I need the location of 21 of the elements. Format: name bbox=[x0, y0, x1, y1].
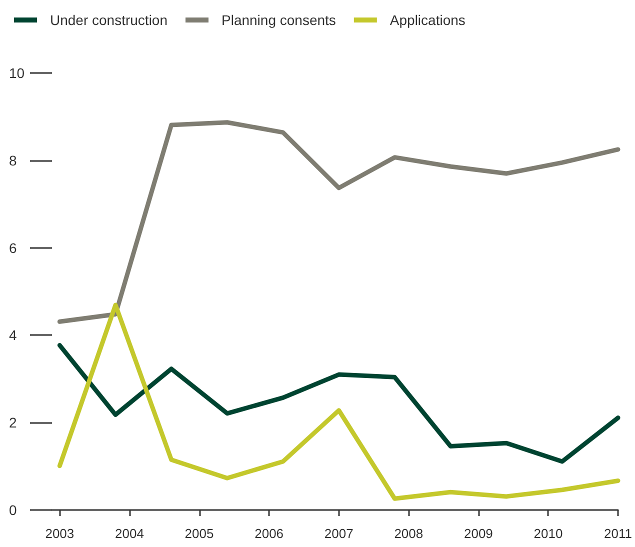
legend-label: Under construction bbox=[50, 12, 168, 28]
y-tick-label: 2 bbox=[9, 414, 17, 431]
x-tick-label: 2004 bbox=[115, 526, 144, 541]
x-tick-label: 2009 bbox=[464, 526, 493, 541]
line-series bbox=[57, 302, 620, 501]
x-tick-label: 2007 bbox=[324, 526, 354, 541]
y-tick-label: 4 bbox=[9, 327, 17, 344]
y-tick-label: 0 bbox=[9, 502, 17, 518]
legend-label: Applications bbox=[390, 12, 466, 28]
x-tick-label: 2008 bbox=[394, 526, 424, 541]
x-tick-label: 2006 bbox=[254, 526, 284, 541]
x-tick-label: 2003 bbox=[45, 526, 74, 541]
y-tick-label: 6 bbox=[9, 240, 17, 256]
legend-label: Planning consents bbox=[222, 12, 336, 28]
line-series bbox=[57, 343, 620, 464]
y-tick-label: 8 bbox=[9, 152, 17, 168]
x-tick-label: 2011 bbox=[604, 526, 632, 541]
x-tick-label: 2010 bbox=[534, 526, 563, 541]
y-tick-label: 10 bbox=[9, 65, 25, 81]
line-series bbox=[57, 120, 620, 324]
x-tick-label: 2005 bbox=[184, 526, 214, 541]
